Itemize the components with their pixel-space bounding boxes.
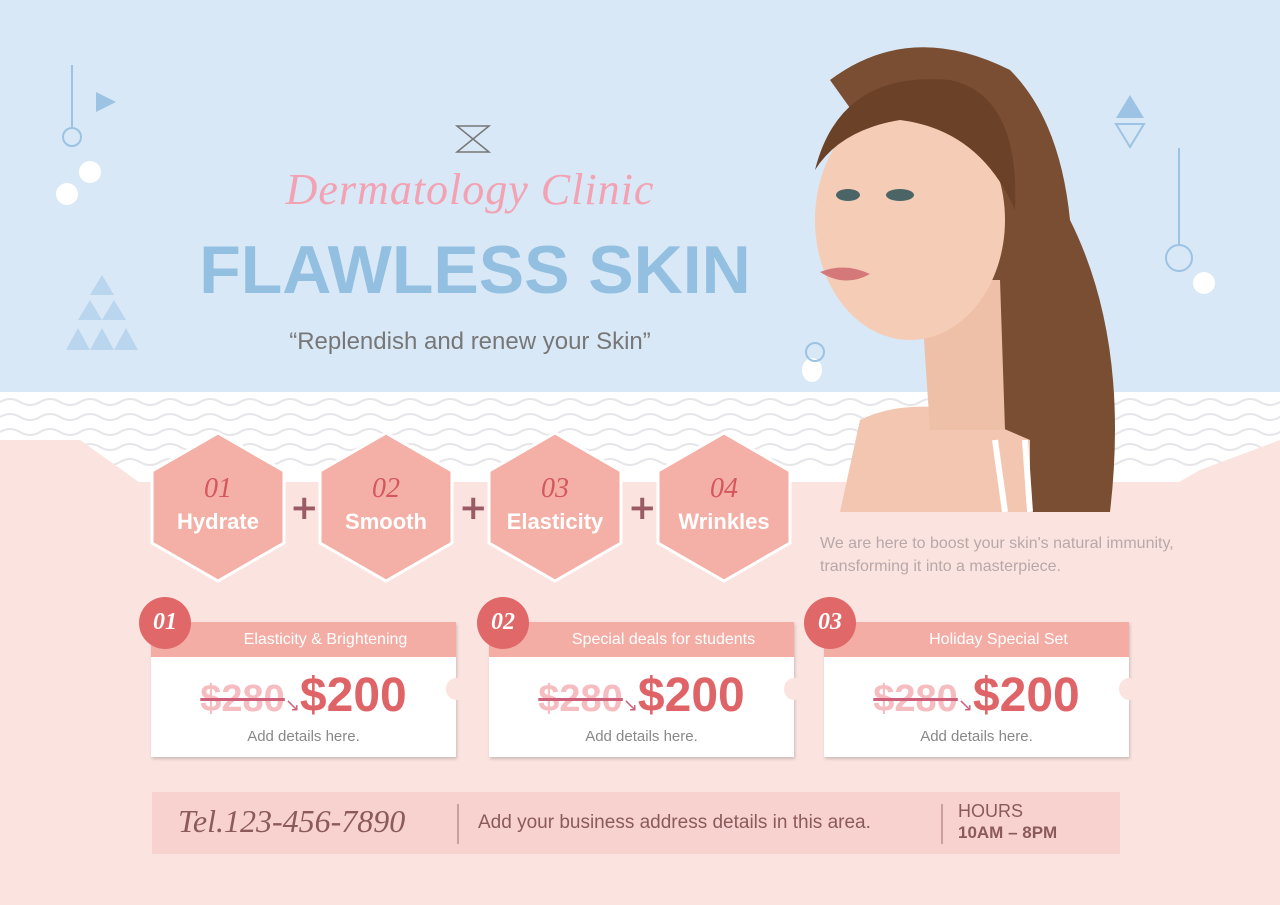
headline: FLAWLESS SKIN [199,232,751,308]
offer-title: Holiday Special Set [824,622,1129,657]
decorative-shapes-right [1114,95,1215,294]
step-label: Hydrate [177,509,259,534]
offer-badge: 02 [477,597,529,649]
hexagon-shape [656,431,792,583]
offer-card[interactable]: Holiday Special Set $280↘$200 Add detail… [824,622,1139,757]
plus-icon: + [290,488,319,528]
tagline: “Replendish and renew your Skin” [289,328,651,355]
arrow-icon: ↘ [957,695,973,715]
step-elasticity: 03 Elasticity [487,431,623,583]
arrow-icon: ↘ [622,695,638,715]
old-price: $280 [873,678,958,720]
offer-details: Add details here. [247,728,360,745]
hexagon-shape [318,431,454,583]
decorative-shapes-left [56,65,138,350]
plus-icon: + [628,488,657,528]
model-photo [802,47,1115,512]
step-number: 04 [710,473,738,504]
arrow-icon: ↘ [284,695,300,715]
old-price: $280 [200,678,285,720]
divider [457,804,459,844]
ticket-notch [446,678,466,700]
hexagon-shape [150,431,286,583]
hours-label: HOURS [958,801,1024,821]
offer-title: Special deals for students [489,622,794,657]
hours: HOURS 10AM – 8PM [958,801,1057,843]
offer-card[interactable]: Special deals for students $280↘$200 Add… [489,622,804,757]
old-price: $280 [538,678,623,720]
offer-badge: 01 [139,597,191,649]
ticket-notch [784,678,804,700]
offer-title: Elasticity & Brightening [151,622,456,657]
offer-badge: 03 [804,597,856,649]
step-label: Wrinkles [678,509,770,534]
hexagon-shape [487,431,623,583]
step-number: 02 [372,473,400,504]
step-hydrate: 01 Hydrate [150,431,286,583]
phone-number[interactable]: Tel.123-456-7890 [178,803,406,839]
clinic-name: Dermatology Clinic [285,165,655,214]
divider [941,804,943,844]
new-price: $200 [972,669,1080,722]
address-text: Add your business address details in thi… [478,812,871,833]
ticket-notch [1119,678,1139,700]
step-smooth: 02 Smooth [318,431,454,583]
new-price: $200 [637,669,745,722]
offer-card[interactable]: Elasticity & Brightening $280↘$200 Add d… [151,622,466,757]
contact-bar: Tel.123-456-7890 Add your business addre… [152,792,1120,854]
step-label: Elasticity [506,509,604,534]
offer-details: Add details here. [585,728,698,745]
step-number: 01 [204,473,232,504]
new-price: $200 [299,669,407,722]
step-label: Smooth [345,509,427,534]
intro-text: We are here to boost your skin's natural… [820,535,1174,575]
step-number: 03 [541,473,569,504]
hourglass-icon [455,125,491,153]
offer-details: Add details here. [920,728,1033,745]
step-wrinkles: 04 Wrinkles [656,431,792,583]
hours-value: 10AM – 8PM [958,823,1058,842]
plus-icon: + [459,488,488,528]
